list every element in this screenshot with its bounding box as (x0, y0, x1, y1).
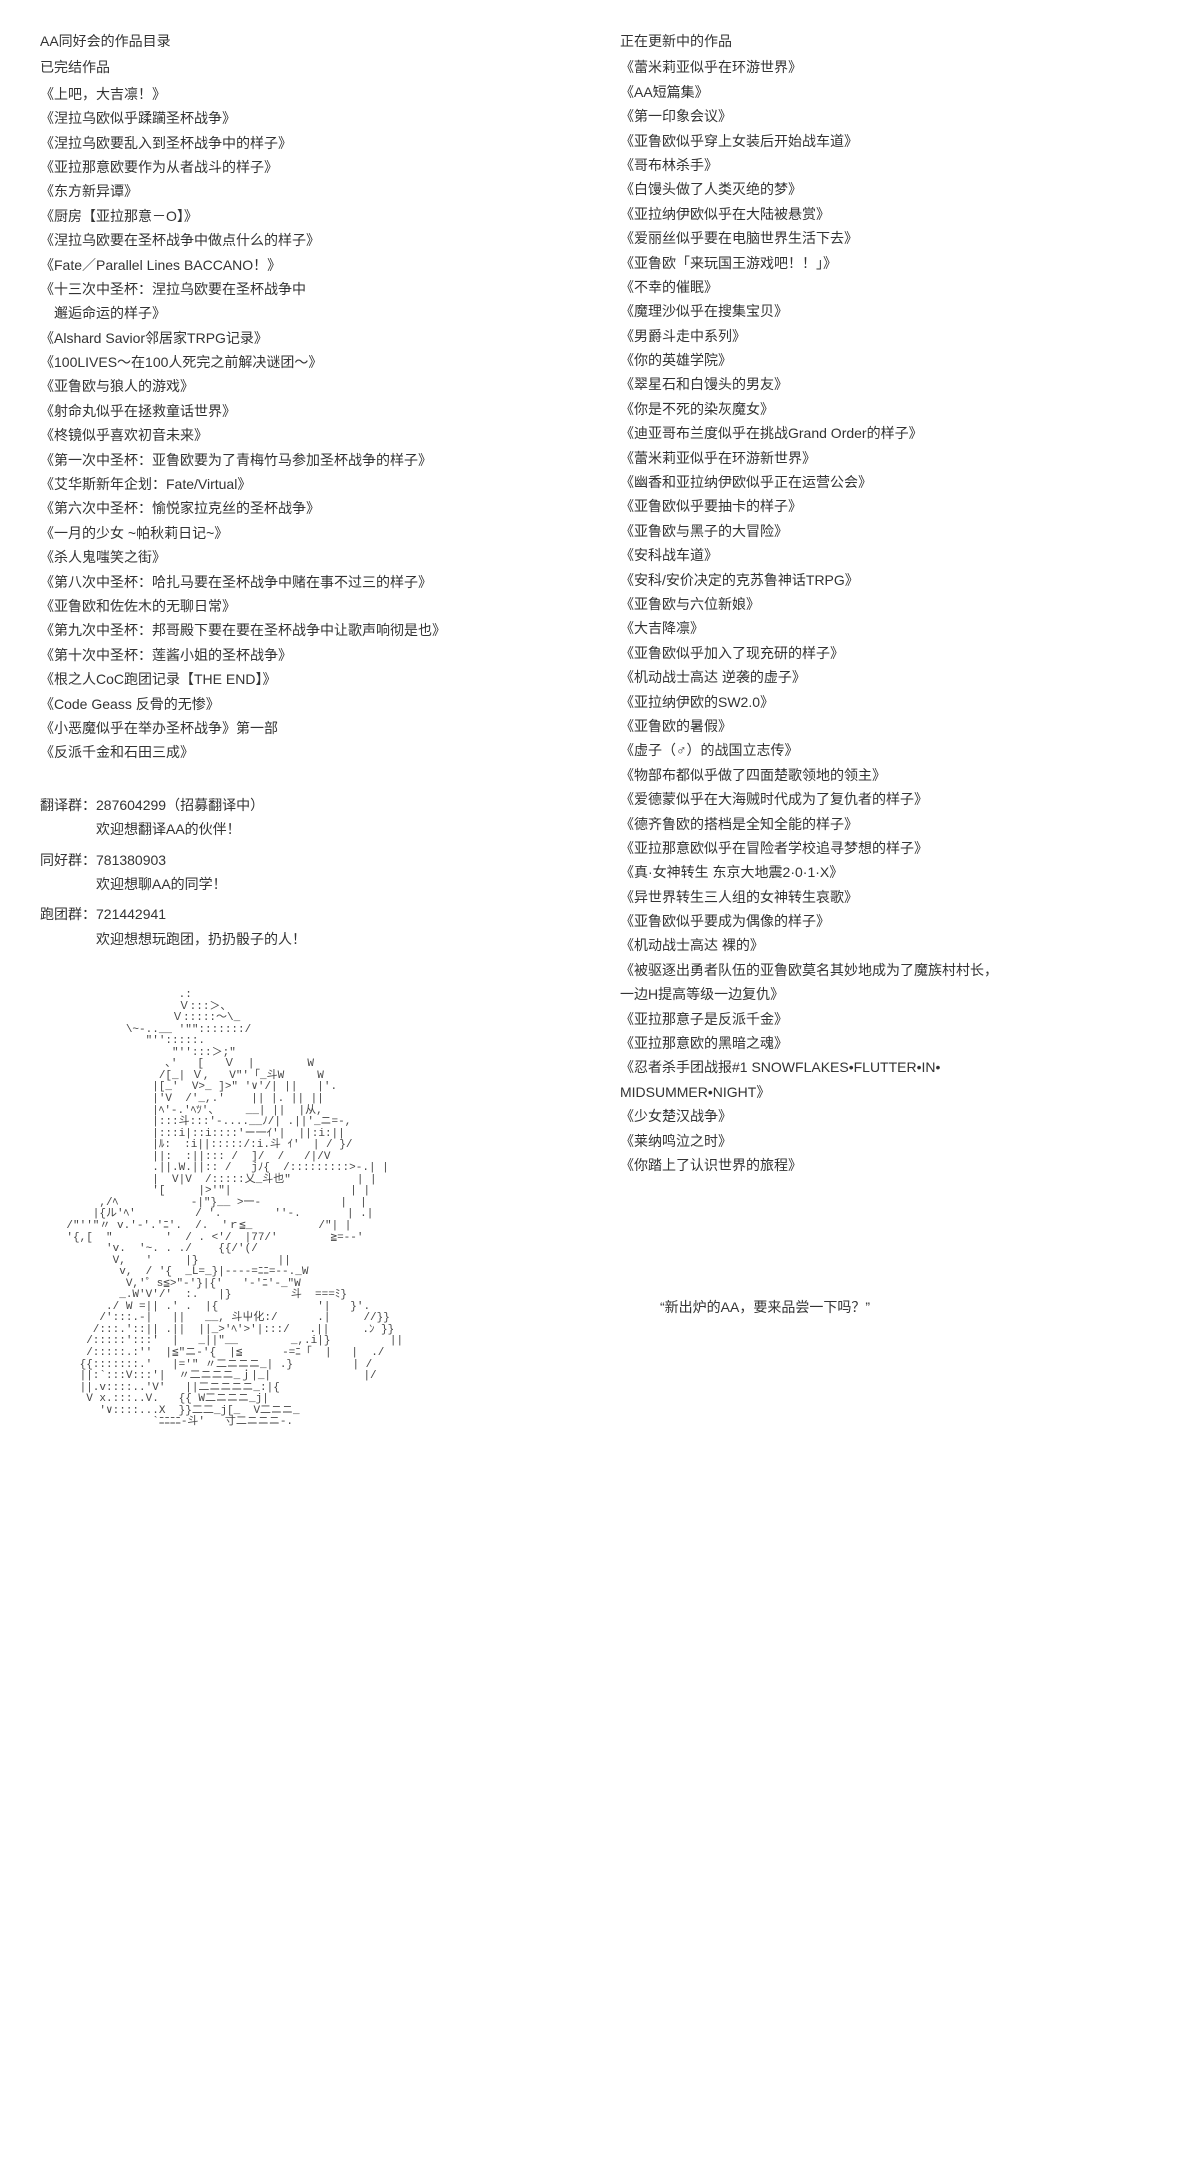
list-item: 《莱纳鸣泣之时》 (620, 1130, 1162, 1152)
catalog-title: AA同好会的作品目录 (40, 30, 560, 52)
list-item: 《亚鲁欧与黑子的大冒险》 (620, 520, 1162, 542)
list-item: 《蕾米莉亚似乎在环游世界》 (620, 56, 1162, 78)
updating-list: 《蕾米莉亚似乎在环游世界》《AA短篇集》《第一印象会议》《亚鲁欧似乎穿上女装后开… (620, 56, 1162, 1176)
ascii-art: .: Ｖ:::＞、 Ｖ:::::～\_ \~-..__ '"":::::::/ … (40, 990, 560, 1429)
list-item: 《幽香和亚拉纳伊欧似乎正在运营公会》 (620, 471, 1162, 493)
list-item: 《物部布都似乎做了四面楚歌领地的领主》 (620, 764, 1162, 786)
list-item: 《艾华斯新年企划：Fate/Virtual》 (40, 473, 560, 495)
quote-text: “新出炉的AA，要来品尝一下吗？” (620, 1296, 1162, 1318)
group-label: 同好群：781380903 (40, 849, 560, 871)
group-sub: 欢迎想翻译AA的伙伴！ (40, 818, 560, 840)
list-item: 《少女楚汉战争》 (620, 1105, 1162, 1127)
group-label: 跑团群：721442941 (40, 903, 560, 925)
list-item: 《魔理沙似乎在搜集宝贝》 (620, 300, 1162, 322)
group-sub: 欢迎想想玩跑团，扔扔骰子的人！ (40, 928, 560, 950)
list-item: 《射命丸似乎在拯救童话世界》 (40, 400, 560, 422)
list-item: 《男爵斗走中系列》 (620, 325, 1162, 347)
list-item: 《机动战士高达 裸的》 (620, 934, 1162, 956)
list-item: 《第九次中圣杯：邦哥殿下要在要在圣杯战争中让歌声响彻是也》 (40, 619, 560, 641)
list-item: 《100LIVES～在100人死完之前解决谜团～》 (40, 351, 560, 373)
list-item: 《Fate／Parallel Lines BACCANO！》 (40, 254, 560, 276)
list-item: 《亚鲁欧与六位新娘》 (620, 593, 1162, 615)
list-item: 《东方新异谭》 (40, 180, 560, 202)
list-item: 《亚拉那意子是反派千金》 (620, 1008, 1162, 1030)
list-item: MIDSUMMER•NIGHT》 (620, 1081, 1162, 1103)
list-item: 《一月的少女 ~帕秋莉日记~》 (40, 522, 560, 544)
list-item: 《上吧，大吉凛！》 (40, 83, 560, 105)
list-item: 《杀人鬼嗤笑之街》 (40, 546, 560, 568)
list-item: 《小恶魔似乎在举办圣杯战争》第一部 (40, 717, 560, 739)
list-item: 《爱丽丝似乎要在电脑世界生活下去》 (620, 227, 1162, 249)
list-item: 《第十次中圣杯：莲酱小姐的圣杯战争》 (40, 644, 560, 666)
list-item: 《你是不死的染灰魔女》 (620, 398, 1162, 420)
list-item: 《你的英雄学院》 (620, 349, 1162, 371)
list-item: 《蕾米莉亚似乎在环游新世界》 (620, 447, 1162, 469)
list-item: 《亚鲁欧的暑假》 (620, 715, 1162, 737)
list-item: 《厨房【亚拉那意－O】》 (40, 205, 560, 227)
list-item: 《亚鲁欧似乎要成为偶像的样子》 (620, 910, 1162, 932)
list-item: 邂逅命运的样子》 (40, 302, 560, 324)
list-item: 《迪亚哥布兰度似乎在挑战Grand Order的样子》 (620, 422, 1162, 444)
list-item: 《安科战车道》 (620, 544, 1162, 566)
list-item: 《亚鲁欧「来玩国王游戏吧！！」》 (620, 252, 1162, 274)
completed-list: 《上吧，大吉凛！》《涅拉乌欧似乎蹂躏圣杯战争》《涅拉乌欧要乱入到圣杯战争中的样子… (40, 83, 560, 764)
list-item: 《亚鲁欧与狼人的游戏》 (40, 375, 560, 397)
list-item: 《涅拉乌欧要乱入到圣杯战争中的样子》 (40, 132, 560, 154)
list-item: 《安科/安价决定的克苏鲁神话TRPG》 (620, 569, 1162, 591)
list-item: 《第一次中圣杯：亚鲁欧要为了青梅竹马参加圣杯战争的样子》 (40, 449, 560, 471)
list-item: 《涅拉乌欧似乎蹂躏圣杯战争》 (40, 107, 560, 129)
list-item: 《你踏上了认识世界的旅程》 (620, 1154, 1162, 1176)
list-item: 《第一印象会议》 (620, 105, 1162, 127)
list-item: 《白馒头做了人类灭绝的梦》 (620, 178, 1162, 200)
list-item: 《根之人CoC跑团记录【THE END】》 (40, 668, 560, 690)
list-item: 一边H提高等级一边复仇》 (620, 983, 1162, 1005)
list-item: 《不幸的催眠》 (620, 276, 1162, 298)
list-item: 《Alshard Savior邻居家TRPG记录》 (40, 327, 560, 349)
list-item: 《被驱逐出勇者队伍的亚鲁欧莫名其妙地成为了魔族村村长， (620, 959, 1162, 981)
list-item: 《异世界转生三人组的女神转生哀歌》 (620, 886, 1162, 908)
list-item: 《第六次中圣杯：愉悦家拉克丝的圣杯战争》 (40, 497, 560, 519)
list-item: 《真·女神转生 东京大地震2·0·1·X》 (620, 861, 1162, 883)
list-item: 《虚子（♂）的战国立志传》 (620, 739, 1162, 761)
list-item: 《亚鲁欧似乎加入了现充研的样子》 (620, 642, 1162, 664)
list-item: 《爱德蒙似乎在大海贼时代成为了复仇者的样子》 (620, 788, 1162, 810)
groups-section: 翻译群：287604299（招募翻译中）欢迎想翻译AA的伙伴！ 同好群：78138… (40, 794, 560, 950)
list-item: 《Code Geass 反骨的无惨》 (40, 693, 560, 715)
list-item: 《亚拉纳伊欧似乎在大陆被悬赏》 (620, 203, 1162, 225)
updating-title: 正在更新中的作品 (620, 30, 1162, 52)
group-sub: 欢迎想聊AA的同学！ (40, 873, 560, 895)
list-item: 《反派千金和石田三成》 (40, 741, 560, 763)
list-item: 《柊镜似乎喜欢初音未来》 (40, 424, 560, 446)
group-label: 翻译群：287604299（招募翻译中） (40, 794, 560, 816)
list-item: 《AA短篇集》 (620, 81, 1162, 103)
completed-title: 已完结作品 (40, 56, 560, 78)
list-item: 《亚拉那意欧要作为从者战斗的样子》 (40, 156, 560, 178)
list-item: 《亚鲁欧似乎要抽卡的样子》 (620, 495, 1162, 517)
list-item: 《德齐鲁欧的搭档是全知全能的样子》 (620, 813, 1162, 835)
list-item: 《翠星石和白馒头的男友》 (620, 373, 1162, 395)
list-item: 《亚鲁欧和佐佐木的无聊日常》 (40, 595, 560, 617)
list-item: 《亚鲁欧似乎穿上女装后开始战车道》 (620, 130, 1162, 152)
list-item: 《机动战士高达 逆袭的虚子》 (620, 666, 1162, 688)
list-item: 《忍者杀手团战报#1 SNOWFLAKES•FLUTTER•IN• (620, 1056, 1162, 1078)
list-item: 《亚拉纳伊欧的SW2.0》 (620, 691, 1162, 713)
list-item: 《大吉降凛》 (620, 617, 1162, 639)
list-item: 《亚拉那意欧似乎在冒险者学校追寻梦想的样子》 (620, 837, 1162, 859)
list-item: 《哥布林杀手》 (620, 154, 1162, 176)
list-item: 《第八次中圣杯：哈扎马要在圣杯战争中赌在事不过三的样子》 (40, 571, 560, 593)
list-item: 《涅拉乌欧要在圣杯战争中做点什么的样子》 (40, 229, 560, 251)
list-item: 《亚拉那意欧的黑暗之魂》 (620, 1032, 1162, 1054)
list-item: 《十三次中圣杯：涅拉乌欧要在圣杯战争中 (40, 278, 560, 300)
